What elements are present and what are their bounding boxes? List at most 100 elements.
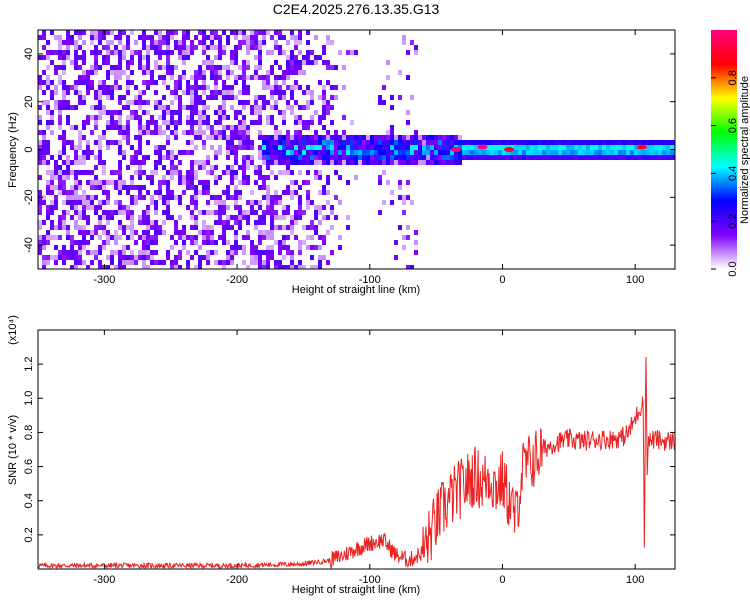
- heat-cell: [198, 115, 202, 120]
- heat-cell: [42, 265, 46, 269]
- heat-cell: [426, 160, 430, 165]
- heat-cell: [42, 220, 46, 225]
- heat-cell: [270, 230, 274, 235]
- heat-cell: [46, 120, 50, 125]
- heat-cell: [182, 180, 186, 185]
- heat-cell: [402, 150, 406, 155]
- heat-cell: [266, 200, 270, 205]
- heat-cell: [106, 95, 110, 100]
- heat-cell: [70, 185, 74, 190]
- heat-cell: [278, 160, 282, 165]
- heat-cell: [426, 145, 430, 150]
- heat-cell: [434, 145, 438, 150]
- heat-cell: [622, 150, 626, 155]
- x-tick-label: -300: [93, 274, 115, 286]
- heat-cell: [182, 55, 186, 60]
- heat-cell: [230, 245, 234, 250]
- heat-cell: [150, 260, 154, 265]
- heat-cell: [138, 250, 142, 255]
- heat-cell: [194, 170, 198, 175]
- colorbar: 0.00.20.40.60.8 Normalized spectral ampl…: [711, 30, 750, 277]
- heat-cell: [274, 190, 278, 195]
- heat-cell: [102, 190, 106, 195]
- heat-cell: [226, 75, 230, 80]
- heat-cell: [54, 85, 58, 90]
- heat-cell: [78, 145, 82, 150]
- heat-cell: [74, 195, 78, 200]
- heat-cell: [210, 75, 214, 80]
- heat-cell: [430, 155, 434, 160]
- heat-cell: [246, 45, 250, 50]
- heat-cell: [526, 150, 530, 155]
- heat-cell: [458, 155, 462, 160]
- snr-y-label: SNR (10 * v/v): [7, 415, 19, 485]
- heat-cell: [282, 170, 286, 175]
- heat-cell: [338, 135, 342, 140]
- heat-cell: [102, 60, 106, 65]
- heat-cell: [146, 80, 150, 85]
- heat-cell: [310, 145, 314, 150]
- heat-cell: [526, 145, 530, 150]
- heat-cell: [82, 200, 86, 205]
- heat-cell: [62, 95, 66, 100]
- heat-cell: [58, 170, 62, 175]
- heat-cell: [294, 140, 298, 145]
- heat-cell: [78, 65, 82, 70]
- heat-cell: [266, 210, 270, 215]
- heat-cell: [154, 235, 158, 240]
- heat-cell: [42, 140, 46, 145]
- heat-cell: [94, 120, 98, 125]
- heat-cell: [90, 235, 94, 240]
- heat-cell: [258, 95, 262, 100]
- heat-cell: [258, 115, 262, 120]
- heat-cell: [242, 260, 246, 265]
- heat-cell: [218, 70, 222, 75]
- heat-cell: [246, 50, 250, 55]
- heat-cell: [50, 185, 54, 190]
- heat-cell: [278, 110, 282, 115]
- heat-cell: [266, 50, 270, 55]
- heat-cell: [138, 165, 142, 170]
- heat-cell: [354, 160, 358, 165]
- heat-cell: [390, 130, 394, 135]
- heat-cell: [102, 35, 106, 40]
- heat-cell: [286, 155, 290, 160]
- y-tick-label: 40: [23, 48, 35, 60]
- heat-cell: [114, 75, 118, 80]
- heat-cell: [238, 40, 242, 45]
- heat-cell: [218, 195, 222, 200]
- heat-cell: [146, 35, 150, 40]
- heat-cell: [90, 130, 94, 135]
- heat-cell: [458, 160, 462, 165]
- heat-cell: [526, 155, 530, 160]
- heat-cell: [90, 105, 94, 110]
- heat-cell: [242, 40, 246, 45]
- heat-cell: [422, 140, 426, 145]
- heat-cell: [170, 30, 174, 35]
- heat-cell: [498, 150, 502, 155]
- heat-cell: [386, 135, 390, 140]
- heat-cell: [306, 225, 310, 230]
- heat-cell: [322, 135, 326, 140]
- heat-cell: [110, 90, 114, 95]
- heat-cell: [266, 140, 270, 145]
- heat-cell: [282, 265, 286, 269]
- heat-cell: [310, 140, 314, 145]
- heat-cell: [138, 100, 142, 105]
- heat-cell: [186, 175, 190, 180]
- heat-cell: [42, 150, 46, 155]
- heat-cell: [586, 155, 590, 160]
- heat-cell: [146, 70, 150, 75]
- heat-cell: [334, 160, 338, 165]
- heat-cell: [58, 225, 62, 230]
- heat-cell: [98, 265, 102, 269]
- heat-cell: [326, 60, 330, 65]
- heat-cell: [250, 110, 254, 115]
- heat-cell: [134, 195, 138, 200]
- heat-cell: [190, 115, 194, 120]
- heat-cell: [278, 95, 282, 100]
- heat-cell: [206, 45, 210, 50]
- heat-cell: [538, 140, 542, 145]
- heat-cell: [58, 250, 62, 255]
- heat-cell: [54, 165, 58, 170]
